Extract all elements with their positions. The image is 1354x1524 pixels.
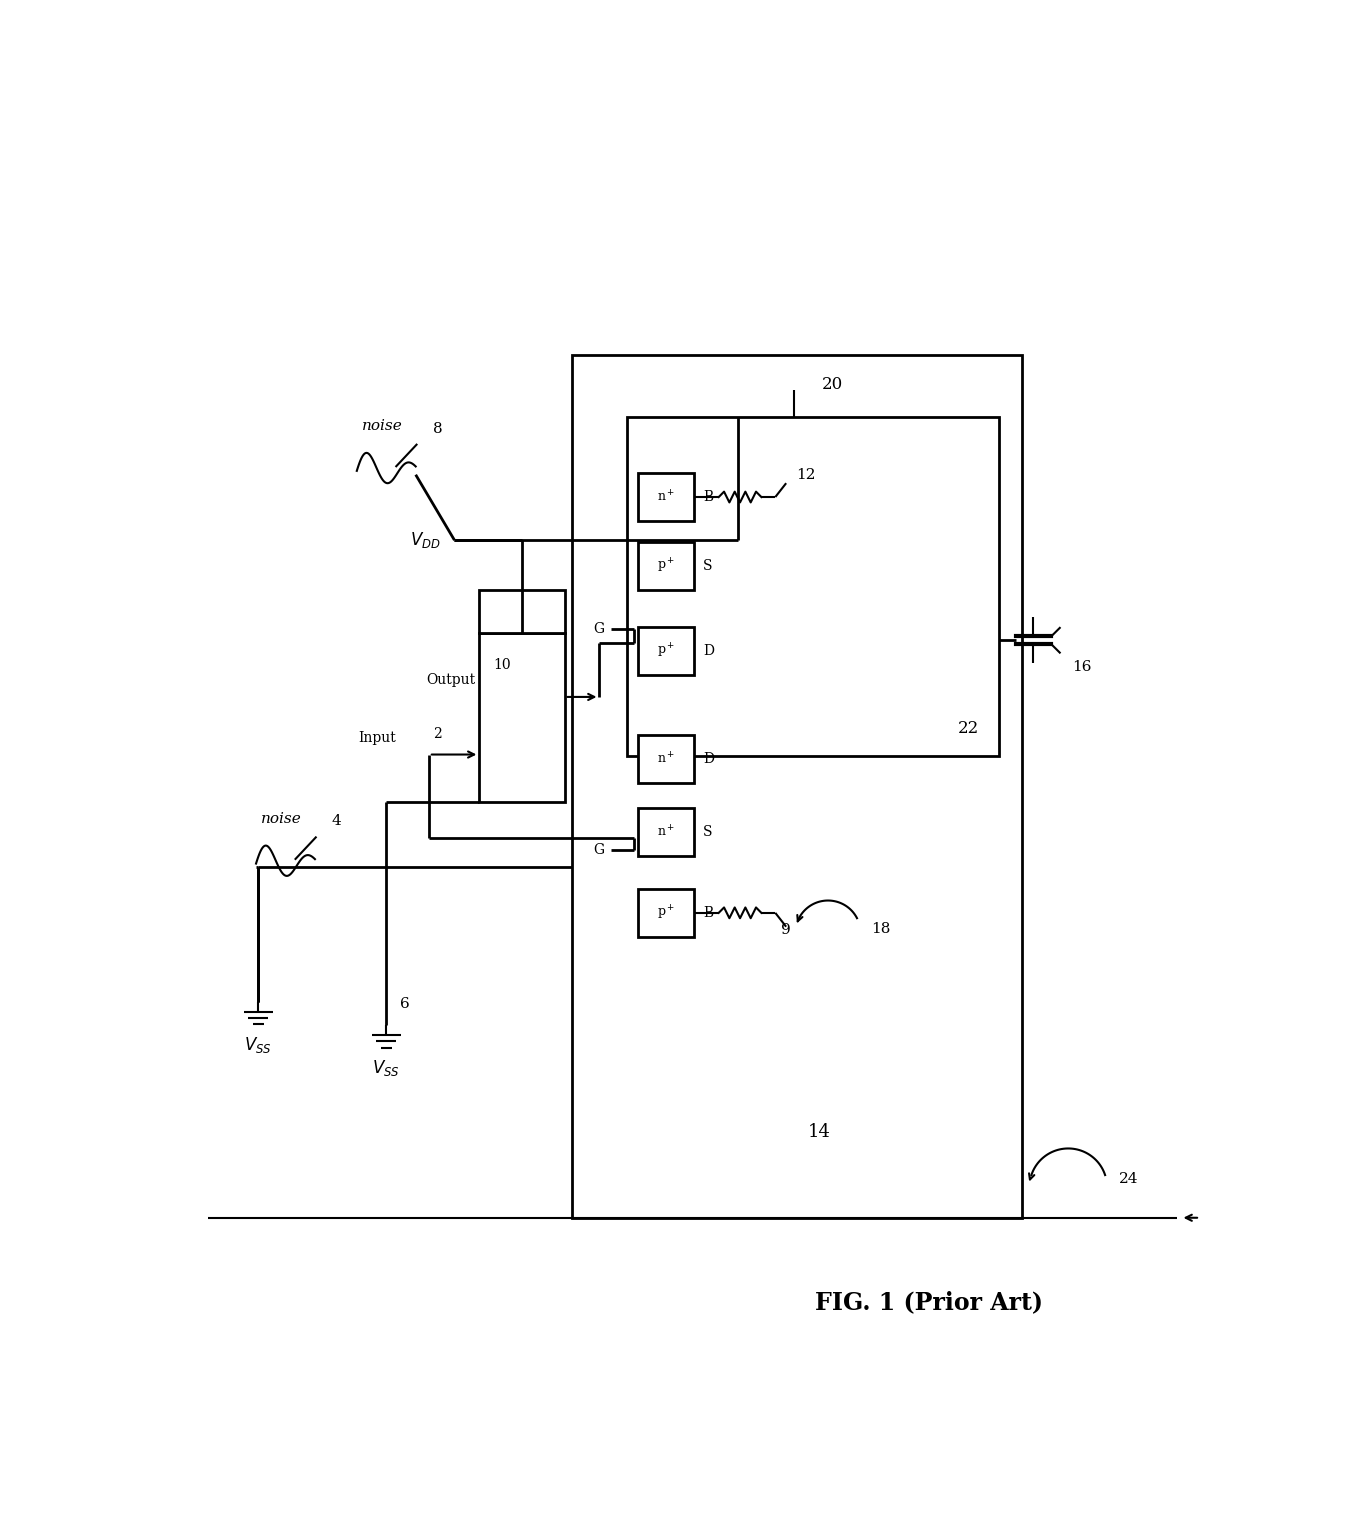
Text: p$^+$: p$^+$ — [657, 558, 676, 576]
Bar — [573, 355, 1022, 1218]
Bar — [638, 735, 693, 783]
Text: n$^+$: n$^+$ — [657, 824, 676, 840]
Text: B: B — [703, 905, 714, 920]
Bar — [479, 632, 565, 802]
Text: 12: 12 — [796, 468, 815, 483]
Text: 6: 6 — [401, 997, 410, 1010]
Text: noise: noise — [362, 419, 402, 433]
Text: noise: noise — [261, 812, 302, 826]
Text: 8: 8 — [433, 422, 443, 436]
Bar — [479, 590, 565, 632]
Text: $V_{SS}$: $V_{SS}$ — [372, 1058, 401, 1077]
Text: n$^+$: n$^+$ — [657, 489, 676, 504]
Text: S: S — [703, 559, 712, 573]
Bar — [638, 808, 693, 856]
Bar — [638, 888, 693, 937]
Bar — [638, 472, 693, 521]
Text: 4: 4 — [332, 814, 341, 828]
Bar — [638, 628, 693, 675]
Bar — [638, 543, 693, 590]
Text: B: B — [703, 491, 714, 504]
Text: 24: 24 — [1118, 1172, 1139, 1186]
Text: p$^+$: p$^+$ — [657, 642, 676, 660]
Text: n$^+$: n$^+$ — [657, 751, 676, 767]
Text: S: S — [703, 824, 712, 840]
Text: $V_{DD}$: $V_{DD}$ — [410, 530, 440, 550]
Text: 10: 10 — [493, 657, 510, 672]
Text: 18: 18 — [871, 922, 890, 936]
Text: 20: 20 — [822, 376, 844, 393]
Bar — [627, 418, 998, 756]
Text: Output: Output — [427, 674, 475, 687]
Text: 22: 22 — [957, 719, 979, 736]
Text: p$^+$: p$^+$ — [657, 904, 676, 922]
Text: G: G — [593, 622, 605, 637]
Text: 2: 2 — [433, 727, 441, 741]
Text: Input: Input — [359, 730, 397, 745]
Text: G: G — [593, 843, 605, 858]
Text: D: D — [703, 645, 714, 658]
Text: 14: 14 — [808, 1123, 831, 1140]
Text: $V_{SS}$: $V_{SS}$ — [245, 1035, 272, 1055]
Text: FIG. 1 (Prior Art): FIG. 1 (Prior Art) — [815, 1291, 1043, 1315]
Text: 9: 9 — [781, 922, 791, 937]
Text: D: D — [703, 751, 714, 767]
Text: 16: 16 — [1072, 660, 1091, 674]
